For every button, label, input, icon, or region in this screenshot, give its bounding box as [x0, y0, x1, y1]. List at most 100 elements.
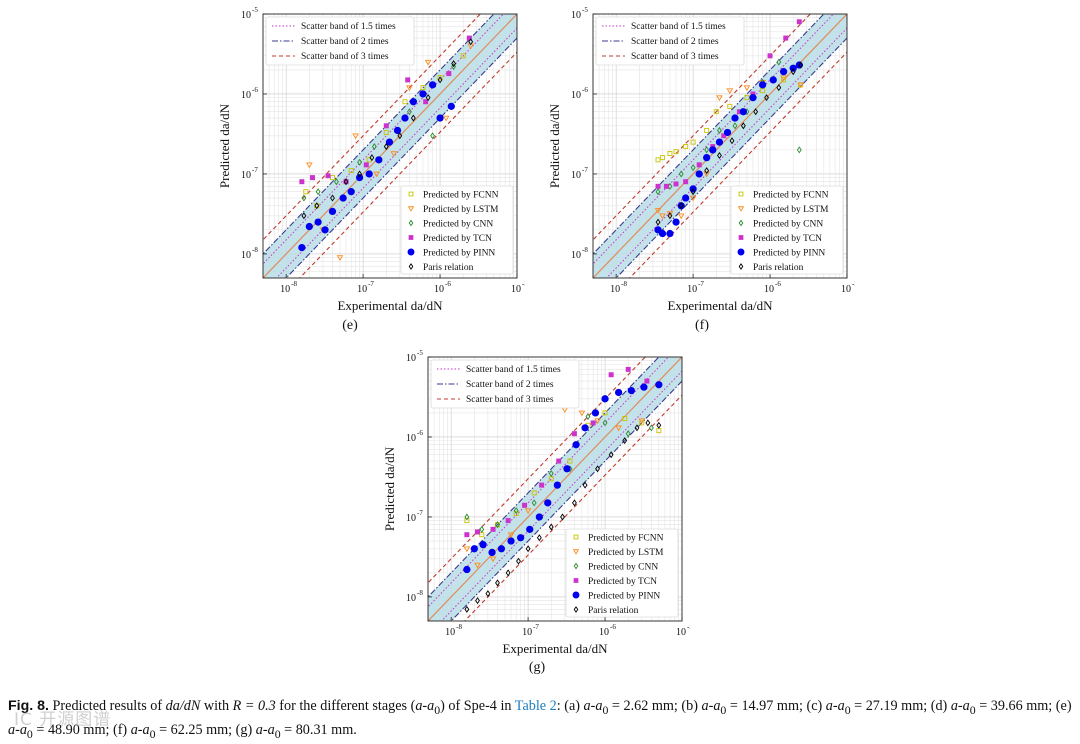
legend-band-label: Scatter band of 2 times: [301, 36, 389, 47]
ideal-line: [593, 14, 847, 278]
y-tick-exponent: -8: [417, 589, 423, 597]
data-point: [658, 229, 667, 238]
caption-stage-item: (b) a-a0 = 14.97 mm;: [681, 698, 806, 717]
data-point: [303, 189, 309, 195]
data-point: [608, 372, 614, 378]
figure-caption: Fig. 8. Predicted results of da/dN with …: [8, 698, 1072, 741]
caption-var-dadn: da/dN: [165, 698, 201, 714]
legend-band-label: Scatter band of 3 times: [631, 51, 719, 62]
data-point: [648, 424, 654, 432]
data-point: [627, 386, 636, 395]
x-axis-label: Experimental da/dN: [502, 641, 608, 656]
band-3-upper: [428, 357, 647, 584]
data-point: [769, 76, 777, 84]
legend-bands-box: [265, 16, 415, 66]
data-point: [352, 133, 359, 140]
data-point: [410, 114, 416, 122]
data-point: [723, 128, 732, 137]
legend-bands: Scatter band of 1.5 times Scatter band of…: [265, 16, 415, 66]
data-point: [531, 490, 537, 496]
band-1.5-upper: [428, 357, 670, 608]
scatter-plot-g: 10-810-810-710-710-610-610-510-5Experime…: [382, 349, 690, 656]
x-tick-exponent: -6: [610, 623, 616, 631]
data-point: [678, 202, 684, 210]
y-tick-label: 10: [241, 250, 251, 261]
legend-model-label: Predicted by CNN: [753, 220, 823, 230]
legend-model-label: Predicted by PINN: [588, 592, 660, 602]
legend-marker: [408, 219, 414, 227]
data-point: [488, 548, 496, 557]
data-point: [497, 545, 506, 553]
data-point: [463, 546, 471, 553]
caption-table-link[interactable]: Table 2: [514, 698, 557, 714]
data-point: [753, 108, 759, 116]
data-point: [310, 175, 316, 181]
data-point: [479, 541, 487, 549]
data-point: [796, 146, 802, 154]
data-point: [513, 511, 519, 517]
legend-model-label: Predicted by LSTM: [753, 205, 829, 215]
data-point: [764, 94, 769, 102]
data-point: [639, 420, 645, 426]
legend-model-label: Predicted by LSTM: [423, 205, 499, 215]
legend-model-label: Predicted by FCNN: [753, 191, 829, 201]
data-point: [513, 507, 519, 515]
y-tick-label: 10: [571, 90, 581, 101]
data-point: [466, 35, 472, 41]
data-point: [447, 102, 455, 110]
data-point: [299, 179, 305, 185]
legend-bands: Scatter band of 1.5 times Scatter band of…: [430, 359, 580, 409]
sublabel-e: (e): [342, 318, 358, 333]
data-point: [507, 532, 515, 539]
data-point: [758, 81, 767, 89]
data-point: [716, 95, 723, 102]
caption-var-stage: a-a: [415, 698, 435, 714]
data-point: [582, 481, 588, 489]
legend-marker: [573, 562, 579, 570]
series-predicted-by-tcn: [464, 366, 650, 538]
data-point: [425, 94, 431, 102]
caption-stage-value: = 80.31 mm.: [280, 721, 357, 738]
data-point: [495, 521, 500, 529]
data-point: [385, 138, 394, 146]
data-point: [428, 81, 437, 89]
data-point: [464, 605, 470, 613]
data-point: [369, 154, 375, 162]
data-point: [622, 416, 628, 422]
caption-stage-var-sub: 0: [149, 726, 156, 741]
data-point: [713, 109, 719, 115]
legend-model-label: Predicted by LSTM: [588, 548, 664, 558]
x-tick-exponent: -8: [621, 280, 627, 288]
caption-r-value: R = 0.3: [232, 698, 276, 714]
data-point: [419, 90, 427, 98]
data-point: [375, 156, 383, 164]
series-predicted-by-cnn: [464, 413, 654, 533]
series-predicted-by-cnn: [655, 58, 802, 196]
data-point: [743, 85, 751, 92]
data-point: [525, 545, 531, 553]
data-point: [578, 410, 586, 417]
data-point: [654, 208, 662, 214]
data-point: [731, 114, 739, 122]
data-point: [524, 508, 532, 515]
data-point: [672, 218, 680, 226]
data-point: [590, 420, 596, 426]
data-point: [783, 35, 789, 41]
data-point: [556, 458, 562, 464]
data-point: [479, 525, 485, 533]
data-point: [594, 418, 601, 425]
y-tick-label: 10: [241, 90, 251, 101]
data-point: [696, 162, 702, 168]
data-point: [463, 565, 471, 574]
data-point: [305, 222, 313, 231]
caption-stage-var: a-a: [825, 698, 845, 714]
data-point: [560, 513, 565, 521]
legend-models-box: [730, 185, 844, 275]
ticks: 10-810-810-710-710-610-610-510-5: [571, 6, 855, 295]
data-point: [451, 63, 457, 71]
data-point: [430, 132, 436, 140]
legend-marker: [573, 606, 579, 613]
data-point: [548, 469, 554, 477]
caption-stage-label: (g): [235, 721, 256, 738]
data-point: [464, 532, 470, 538]
